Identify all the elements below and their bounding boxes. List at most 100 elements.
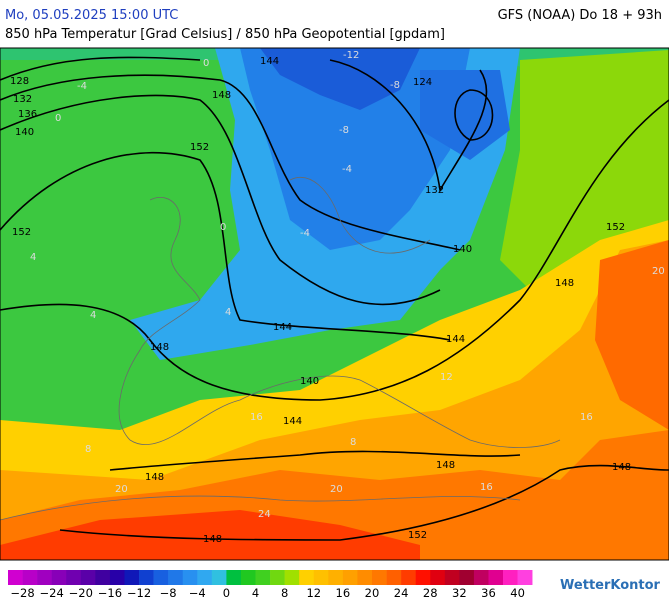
datetime: Mo, 05.05.2025 15:00 UTC [5, 8, 178, 23]
contour-label: 152 [190, 142, 209, 153]
legend-swatch [139, 570, 154, 585]
legend-label: 4 [252, 586, 259, 600]
temperature-label: -4 [300, 228, 310, 239]
legend-swatch [503, 570, 518, 585]
contour-label: 144 [260, 56, 279, 67]
legend-swatch [95, 570, 111, 585]
legend-swatch [8, 570, 23, 585]
legend-swatch [357, 570, 373, 585]
legend-swatch [124, 570, 140, 585]
temperature-label: 0 [55, 113, 61, 124]
legend-label: 28 [423, 586, 438, 600]
contour-label: 148 [436, 460, 455, 471]
contour-label: 144 [446, 334, 465, 345]
temperature-label: -8 [339, 125, 349, 136]
map [0, 47, 669, 561]
color-legend: −28 −24 −20 −16 −12 −8 −4 0 4 8 12 16 20 24 28 32 36 40 [8, 570, 533, 600]
legend-label: −16 [98, 586, 122, 600]
contour-label: 148 [555, 278, 574, 289]
temperature-label: 4 [225, 307, 231, 318]
legend-swatch [197, 570, 213, 585]
legend-swatch [22, 570, 38, 585]
contour-label: 128 [10, 76, 29, 87]
legend-label: −24 [40, 586, 64, 600]
legend-label: 12 [306, 586, 321, 600]
temperature-label: 24 [258, 509, 271, 520]
legend-label: 36 [481, 586, 496, 600]
temperature-label: 12 [440, 372, 453, 383]
contour-label: 140 [453, 244, 472, 255]
contour-label: 140 [15, 127, 34, 138]
legend-label: −12 [127, 586, 151, 600]
temperature-label: 16 [480, 482, 493, 493]
contour-label: 136 [18, 109, 37, 120]
legend-swatch [372, 570, 387, 585]
map-labels: 1281321361401441481521241321401521521481… [10, 50, 665, 545]
legend-swatch [328, 570, 344, 585]
contour-label: 148 [150, 342, 169, 353]
contour-label: 152 [408, 530, 427, 541]
field-darkblue [260, 48, 420, 110]
legend-label: 24 [394, 586, 409, 600]
temperature-label: -12 [343, 50, 359, 61]
temperature-label: 20 [115, 484, 128, 495]
temperature-label: 20 [652, 266, 665, 277]
temperature-label: 4 [90, 310, 96, 321]
legend-swatch [153, 570, 169, 585]
contour-label: 148 [145, 472, 164, 483]
legend-swatch [270, 570, 285, 585]
legend-label: −4 [189, 586, 206, 600]
temperature-label: -4 [77, 81, 87, 92]
legend-swatch [51, 570, 67, 585]
contour-label: 148 [212, 90, 231, 101]
legend-label: 0 [223, 586, 230, 600]
legend-label: 32 [452, 586, 467, 600]
map-title: 850 hPa Temperatur [Grad Celsius] / 850 … [5, 27, 445, 42]
temperature-label: 16 [250, 412, 263, 423]
coastlines [0, 177, 561, 521]
legend-swatch [386, 570, 402, 585]
temperature-label: 0 [203, 58, 209, 69]
legend-swatch [226, 570, 242, 585]
legend-swatch [313, 570, 329, 585]
legend-swatch [444, 570, 460, 585]
legend-swatch [342, 570, 358, 585]
legend-swatch [211, 570, 227, 585]
legend-swatch [80, 570, 96, 585]
legend-label: −20 [69, 586, 93, 600]
legend-swatch [459, 570, 475, 585]
contour-label: 144 [273, 322, 292, 333]
legend-swatch [473, 570, 489, 585]
temperature-label: 8 [85, 444, 91, 455]
model-run: GFS (NOAA) Do 18 + 93h [498, 8, 662, 23]
temperature-label: -4 [342, 164, 352, 175]
contour-label: 148 [612, 462, 631, 473]
map-frame [0, 47, 669, 561]
legend-swatch [240, 570, 256, 585]
brand-logo: WetterKontor [560, 578, 661, 593]
temperature-label: 8 [350, 437, 356, 448]
field-blue [240, 48, 470, 250]
temperature-label: 20 [330, 484, 343, 495]
legend-swatch [255, 570, 271, 585]
legend-label: 40 [510, 586, 525, 600]
legend-swatch [66, 570, 82, 585]
legend-label: 16 [336, 586, 351, 600]
legend-swatch [401, 570, 416, 585]
legend-label: 8 [281, 586, 288, 600]
contour-label: 144 [283, 416, 302, 427]
temperature-label: 4 [30, 252, 36, 263]
legend-swatch [430, 570, 446, 585]
contour-label: 152 [606, 222, 625, 233]
field-red-east [595, 240, 669, 430]
legend-label: −28 [10, 586, 34, 600]
legend-label: 20 [365, 586, 380, 600]
legend-swatch [182, 570, 198, 585]
contour-label: 152 [12, 227, 31, 238]
temperature-label: 0 [220, 222, 226, 233]
legend-swatch [284, 570, 300, 585]
temperature-label: 16 [580, 412, 593, 423]
field-blue-ne [420, 70, 510, 160]
